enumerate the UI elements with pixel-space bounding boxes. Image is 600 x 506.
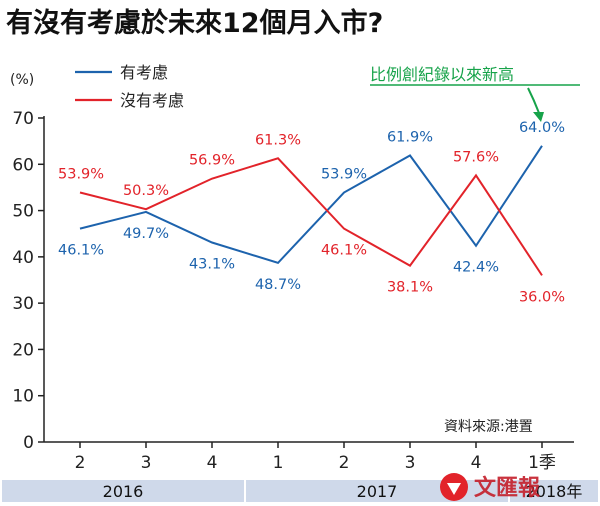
x-tick-label: 2 [75,453,86,473]
year-label: 2017 [357,482,398,501]
y-tick-label: 20 [12,340,34,360]
record-high-note: 比例創紀錄以來新高 [370,65,580,122]
legend-label-no: 沒有考慮 [120,91,184,110]
data-label-no: 56.9% [189,153,235,169]
y-tick-label: 40 [12,248,34,268]
series-line-no [79,157,543,276]
data-label-yes: 61.9% [387,129,433,145]
source-note: 資料來源:港置 [444,419,533,435]
y-tick-label: 70 [12,109,34,129]
x-tick-label: 4 [471,453,482,473]
data-label-no: 38.1% [387,280,433,296]
data-label-yes: 64.0% [519,120,565,136]
data-label-yes: 42.4% [453,260,499,276]
chart-title: 有沒有考慮於未來12個月入市? [6,7,383,39]
legend-label-yes: 有考慮 [120,63,168,82]
x-tick-labels: 2 3 4 1 2 3 4 1季 [75,442,556,473]
x-tick-label: 3 [141,453,152,473]
y-axis-unit: (%) [10,72,34,88]
data-label-yes: 53.9% [321,167,367,183]
y-tick-label: 30 [12,294,34,314]
data-label-yes: 46.1% [58,243,104,259]
logo-emblem-mark [447,483,461,495]
data-label-no: 57.6% [453,149,499,165]
year-label: 2016 [103,482,144,501]
record-high-note-text: 比例創紀錄以來新高 [370,65,514,84]
y-tick-label: 50 [12,202,34,222]
year-band [2,480,244,502]
x-tick-label: 2 [339,453,350,473]
x-tick-label: 1 [273,453,284,473]
data-label-no: 53.9% [58,167,104,183]
data-labels: 46.1% 49.7% 43.1% 48.7% 53.9% 61.9% 42.4% 64.0%… [58,120,565,306]
data-label-no: 61.3% [255,132,301,148]
data-label-yes: 43.1% [189,257,235,273]
data-label-no: 36.0% [519,289,565,305]
y-tick-label: 0 [23,433,34,453]
series-lines [79,145,543,276]
record-high-arrowhead [533,112,544,122]
year-label: 2018年 [526,482,583,501]
data-label-no: 46.1% [321,243,367,259]
data-label-yes: 49.7% [123,226,169,242]
record-high-arrow [527,87,540,114]
series-line-yes [79,145,543,265]
legend: 有考慮 沒有考慮 [75,63,184,110]
data-label-yes: 48.7% [255,277,301,293]
y-tick-labels: 0 10 20 30 40 50 60 70 [12,109,44,453]
x-tick-label: 1季 [528,453,556,473]
year-band [510,480,598,502]
newspaper-logo: 文匯報 [440,473,541,501]
logo-wordmark: 文匯報 [474,475,541,501]
data-label-no: 50.3% [123,183,169,199]
x-tick-label: 3 [405,453,416,473]
axes [43,116,574,443]
x-tick-label: 4 [207,453,218,473]
y-tick-label: 10 [12,387,34,407]
y-tick-label: 60 [12,155,34,175]
